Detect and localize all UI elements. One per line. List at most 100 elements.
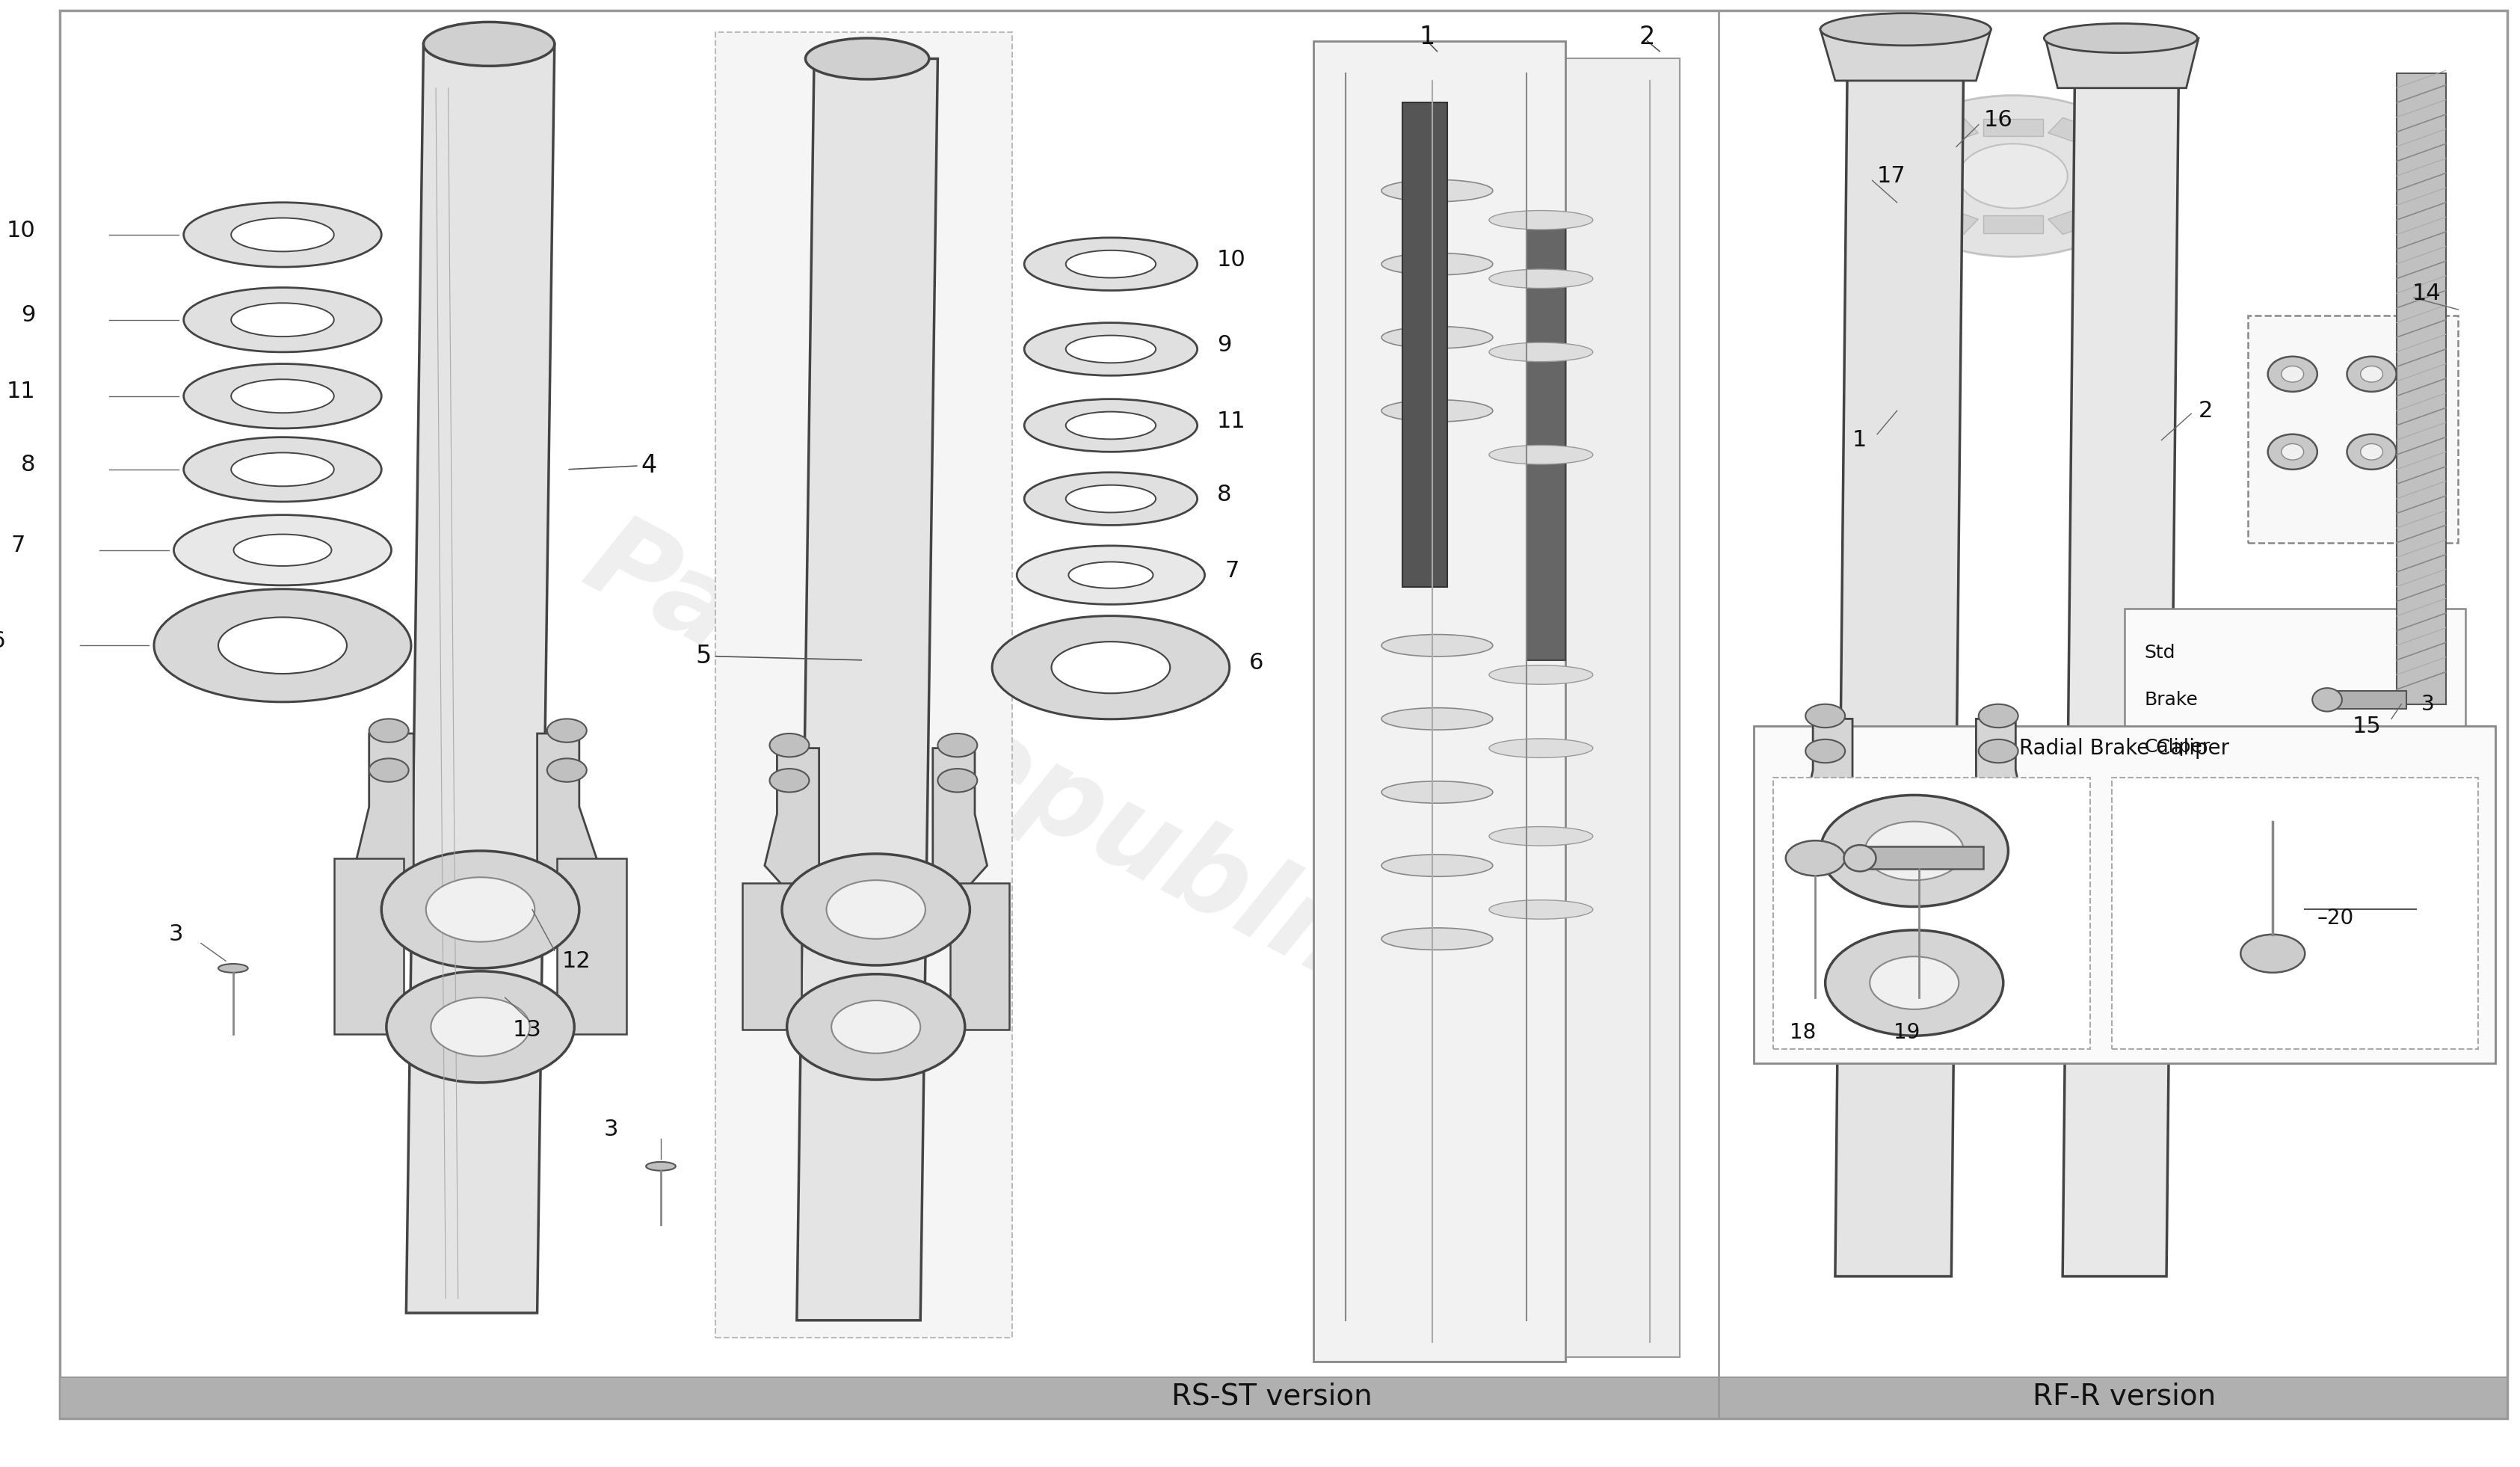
Circle shape xyxy=(769,769,809,792)
Ellipse shape xyxy=(1489,899,1593,918)
Bar xyxy=(1983,839,2044,986)
Ellipse shape xyxy=(645,1162,675,1171)
Ellipse shape xyxy=(2069,40,2172,76)
Bar xyxy=(1527,220,1565,660)
Bar xyxy=(2134,158,2165,194)
Bar xyxy=(2049,117,2114,151)
Bar xyxy=(716,32,1013,1338)
Ellipse shape xyxy=(1819,13,1991,45)
Ellipse shape xyxy=(1023,238,1197,290)
Ellipse shape xyxy=(1381,707,1492,729)
Bar xyxy=(2124,609,2465,814)
Text: 10: 10 xyxy=(1217,249,1245,270)
Circle shape xyxy=(1819,795,2008,907)
Bar xyxy=(2104,132,2160,172)
Circle shape xyxy=(832,1000,920,1053)
Text: 6: 6 xyxy=(1250,653,1263,673)
Bar xyxy=(1865,846,1983,868)
Circle shape xyxy=(547,719,587,742)
Text: –20: –20 xyxy=(2318,908,2354,929)
Text: 13: 13 xyxy=(512,1020,542,1040)
Circle shape xyxy=(827,880,925,939)
Circle shape xyxy=(1804,739,1845,763)
Text: 15: 15 xyxy=(2354,716,2381,736)
Text: 3: 3 xyxy=(2422,694,2434,714)
Text: 5: 5 xyxy=(696,644,862,669)
Text: 4: 4 xyxy=(570,453,658,478)
Circle shape xyxy=(781,854,970,965)
Circle shape xyxy=(1804,704,1845,728)
Circle shape xyxy=(1824,930,2003,1036)
Polygon shape xyxy=(2064,59,2180,1276)
Bar xyxy=(2049,201,2114,235)
Ellipse shape xyxy=(184,288,381,352)
Ellipse shape xyxy=(232,219,335,251)
Bar xyxy=(1867,180,1923,220)
Ellipse shape xyxy=(1023,323,1197,376)
Ellipse shape xyxy=(174,515,391,585)
Bar xyxy=(2397,73,2447,704)
Ellipse shape xyxy=(2361,443,2384,459)
Ellipse shape xyxy=(1066,412,1157,439)
Text: 10: 10 xyxy=(8,220,35,241)
Ellipse shape xyxy=(423,22,554,66)
Circle shape xyxy=(1787,841,1845,876)
Ellipse shape xyxy=(234,534,333,566)
Ellipse shape xyxy=(2281,443,2303,459)
Bar xyxy=(1754,726,2495,1064)
Ellipse shape xyxy=(1381,929,1492,951)
Bar xyxy=(557,858,625,1034)
Text: RS-ST version: RS-ST version xyxy=(1172,1382,1371,1411)
Circle shape xyxy=(547,758,587,782)
Bar xyxy=(1983,216,2044,233)
Circle shape xyxy=(368,758,408,782)
Text: 8: 8 xyxy=(1217,484,1232,505)
Ellipse shape xyxy=(1847,26,1963,67)
Polygon shape xyxy=(406,44,554,1313)
Polygon shape xyxy=(1802,719,1852,839)
Text: Brake: Brake xyxy=(2145,691,2197,709)
Text: Std: Std xyxy=(2145,644,2175,662)
Bar xyxy=(335,858,403,1034)
Text: 2: 2 xyxy=(1641,25,1656,48)
Bar xyxy=(1983,119,2044,136)
Bar xyxy=(1913,117,1978,151)
Ellipse shape xyxy=(232,453,335,486)
Ellipse shape xyxy=(184,202,381,267)
Text: 17: 17 xyxy=(1877,166,1905,186)
Circle shape xyxy=(1877,95,2150,257)
Ellipse shape xyxy=(1381,252,1492,274)
Text: 11: 11 xyxy=(8,381,35,402)
Bar xyxy=(1867,132,1923,172)
Ellipse shape xyxy=(1023,472,1197,525)
Ellipse shape xyxy=(1066,251,1157,277)
Polygon shape xyxy=(1313,41,1565,1361)
Text: PartsRepublik: PartsRepublik xyxy=(567,505,1406,1021)
Ellipse shape xyxy=(1018,546,1205,604)
Text: 19: 19 xyxy=(1893,1022,1920,1043)
Polygon shape xyxy=(1835,47,1963,1276)
Ellipse shape xyxy=(184,437,381,502)
Polygon shape xyxy=(764,748,819,888)
Ellipse shape xyxy=(1489,738,1593,757)
Bar xyxy=(743,883,801,1030)
Ellipse shape xyxy=(232,380,335,412)
Ellipse shape xyxy=(1489,666,1593,684)
Ellipse shape xyxy=(1489,342,1593,361)
Bar xyxy=(950,883,1011,1030)
Text: 9: 9 xyxy=(1217,334,1232,355)
Text: 1: 1 xyxy=(1852,430,1867,450)
Bar xyxy=(1787,839,1845,986)
Ellipse shape xyxy=(1489,446,1593,464)
Circle shape xyxy=(786,974,965,1080)
Ellipse shape xyxy=(1381,400,1492,422)
Text: 11: 11 xyxy=(1217,411,1245,431)
Polygon shape xyxy=(2046,38,2197,88)
Ellipse shape xyxy=(154,588,411,701)
Ellipse shape xyxy=(1489,826,1593,845)
Bar xyxy=(2248,315,2457,543)
Ellipse shape xyxy=(806,38,930,79)
Text: 9: 9 xyxy=(20,305,35,326)
Circle shape xyxy=(431,998,529,1056)
Text: RF-R version: RF-R version xyxy=(2034,1382,2215,1411)
